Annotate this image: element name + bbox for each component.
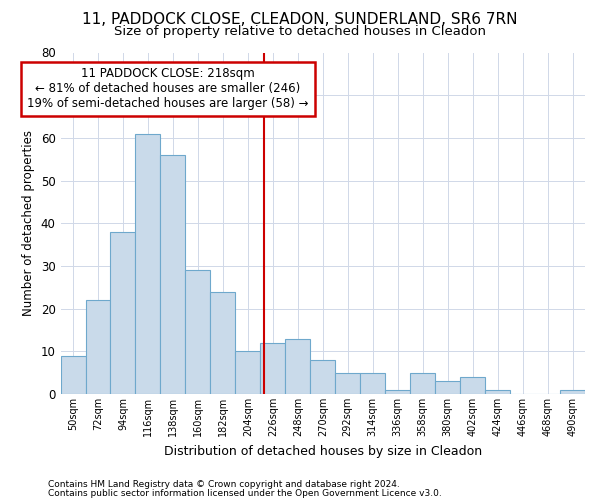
Bar xyxy=(110,232,136,394)
Bar xyxy=(86,300,110,394)
Text: Contains public sector information licensed under the Open Government Licence v3: Contains public sector information licen… xyxy=(48,488,442,498)
Text: 11, PADDOCK CLOSE, CLEADON, SUNDERLAND, SR6 7RN: 11, PADDOCK CLOSE, CLEADON, SUNDERLAND, … xyxy=(82,12,518,28)
Bar xyxy=(260,343,286,394)
Bar xyxy=(61,356,86,394)
Y-axis label: Number of detached properties: Number of detached properties xyxy=(22,130,35,316)
Bar xyxy=(335,372,360,394)
Bar xyxy=(136,134,160,394)
Bar xyxy=(460,377,485,394)
Bar xyxy=(211,292,235,394)
Bar xyxy=(160,155,185,394)
Bar xyxy=(360,372,385,394)
Bar xyxy=(485,390,510,394)
Bar xyxy=(310,360,335,394)
Text: Contains HM Land Registry data © Crown copyright and database right 2024.: Contains HM Land Registry data © Crown c… xyxy=(48,480,400,489)
Text: Size of property relative to detached houses in Cleadon: Size of property relative to detached ho… xyxy=(114,25,486,38)
Bar xyxy=(286,338,310,394)
Bar xyxy=(235,352,260,394)
Bar xyxy=(435,381,460,394)
Bar xyxy=(560,390,585,394)
Bar xyxy=(410,372,435,394)
X-axis label: Distribution of detached houses by size in Cleadon: Distribution of detached houses by size … xyxy=(164,444,482,458)
Bar xyxy=(185,270,211,394)
Bar xyxy=(385,390,410,394)
Text: 11 PADDOCK CLOSE: 218sqm
← 81% of detached houses are smaller (246)
19% of semi-: 11 PADDOCK CLOSE: 218sqm ← 81% of detach… xyxy=(27,68,308,110)
